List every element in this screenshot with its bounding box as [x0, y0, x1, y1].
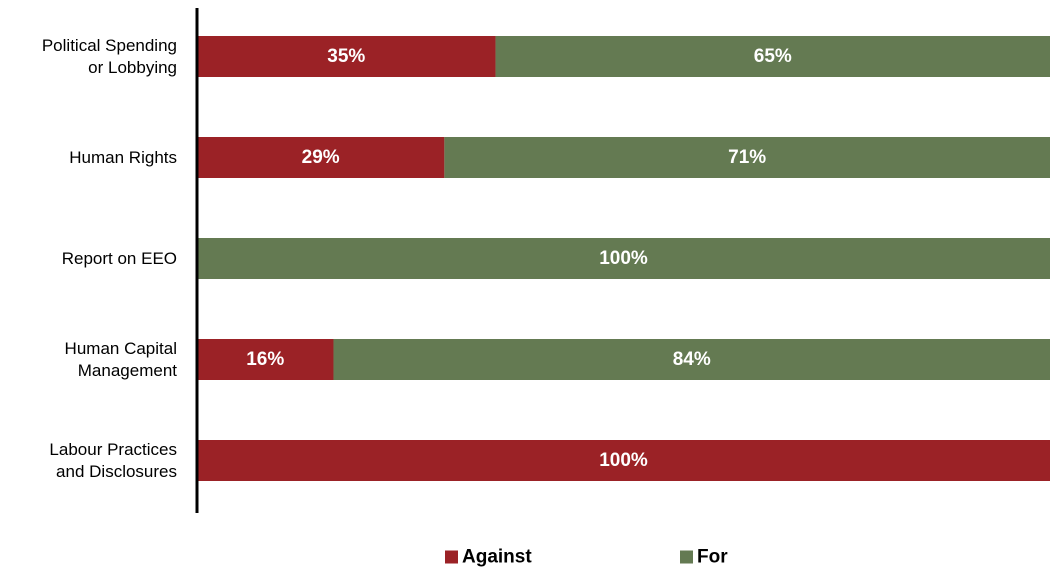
bar-segment-against — [197, 440, 1050, 481]
legend: Against For — [445, 547, 728, 568]
category-label: Labour Practices — [49, 440, 177, 459]
category-labels: Political Spending or Lobbying Human Right… — [42, 36, 177, 481]
legend-label-against: Against — [462, 547, 532, 568]
legend-swatch-against — [445, 550, 458, 564]
bar-segment-for — [197, 238, 1050, 279]
data-label: 84% — [673, 349, 711, 370]
category-label: and Disclosures — [56, 462, 177, 481]
bar-segment-for — [444, 137, 1050, 178]
data-label: 65% — [754, 46, 792, 67]
data-label: 16% — [246, 349, 284, 370]
category-label: Political Spending — [42, 36, 177, 55]
bar-segment-for — [333, 339, 1050, 380]
data-label: 100% — [599, 248, 648, 269]
bars — [197, 36, 1050, 481]
category-label: Human Rights — [69, 148, 177, 167]
bar-segment-against — [197, 36, 496, 77]
legend-swatch-for — [680, 550, 693, 564]
data-label: 71% — [728, 147, 766, 168]
data-label: 100% — [599, 450, 648, 471]
data-label: 29% — [302, 147, 340, 168]
bar-labels: 35% 65% 29% 71% 100% 16% 84% 100% — [246, 46, 792, 471]
category-label: or Lobbying — [88, 58, 177, 77]
legend-label-for: For — [697, 547, 728, 568]
bar-segment-for — [495, 36, 1050, 77]
bar-segment-against — [197, 137, 445, 178]
category-label: Report on EEO — [62, 249, 177, 268]
data-label: 35% — [327, 46, 365, 67]
bar-segment-against — [197, 339, 334, 380]
category-label: Human Capital — [65, 339, 177, 358]
category-label: Management — [78, 361, 178, 380]
